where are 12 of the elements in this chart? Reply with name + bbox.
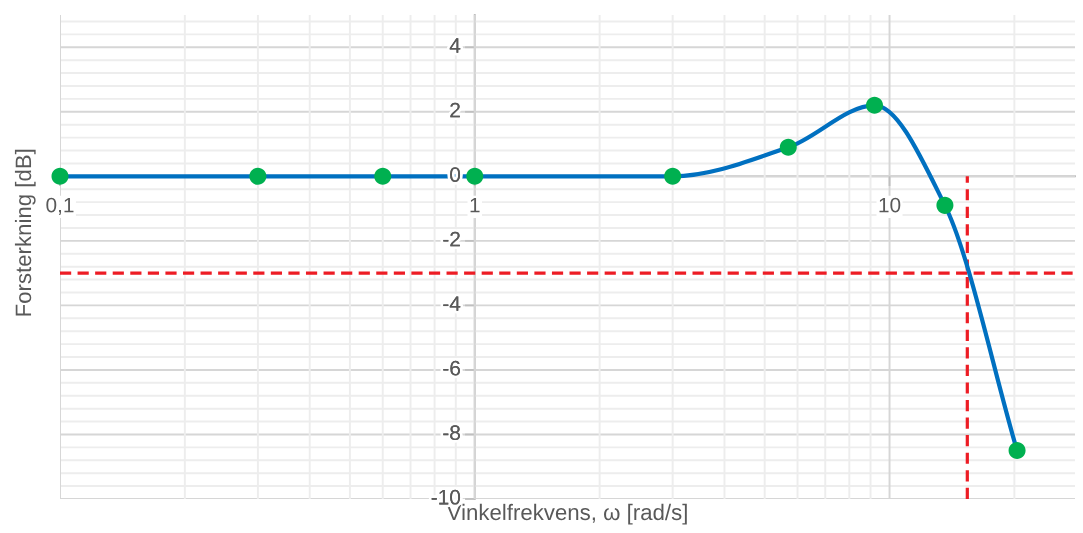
- y-tick-label: -8: [443, 425, 460, 441]
- x-tick-label: 1: [470, 197, 480, 213]
- y-tick-label: 2: [450, 102, 460, 118]
- y-tick-label: -2: [443, 231, 460, 247]
- y-tick-label: 0: [450, 167, 461, 182]
- y-tick-label: -4: [443, 296, 461, 311]
- y-axis-title: Forsterkning [dB]: [14, 149, 36, 316]
- y-tick-label: -6: [443, 360, 460, 376]
- x-tick-label: 10: [879, 197, 901, 213]
- y-tick-label: -10: [431, 489, 461, 505]
- x-tick-label: 0,1: [46, 197, 74, 215]
- y-tick-label: 4: [449, 38, 461, 53]
